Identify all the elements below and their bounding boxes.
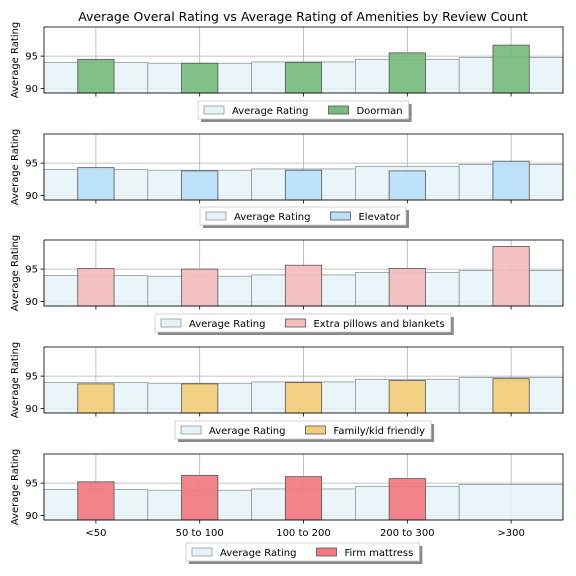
legend-swatch-amenity [328, 105, 349, 115]
legend-swatch-amenity [316, 547, 337, 557]
y-tick-label: 95 [25, 479, 38, 490]
legend-swatch-amenity [330, 211, 351, 221]
y-tick-label: 90 [25, 191, 38, 202]
y-tick-label: 90 [25, 404, 38, 415]
y-tick-label: 95 [25, 52, 38, 63]
legend-swatch-baseline [160, 318, 182, 328]
legend-swatch-baseline [191, 547, 213, 557]
amenity-bar [284, 169, 323, 201]
amenity-bar [181, 383, 219, 414]
legend-label-baseline: Average Rating [234, 212, 310, 223]
y-axis-label: Average Rating [10, 235, 21, 311]
amenity-bar [284, 476, 323, 521]
panel-5: 90 95 Average Rating <50 50 to 100 100 to 200… [10, 449, 564, 564]
chart-title: Average Overal Rating vs Average Rating … [78, 9, 528, 24]
legend: Average Rating Elevator [199, 206, 409, 228]
amenity-bar [77, 58, 115, 94]
amenity-bar [388, 268, 426, 307]
amenity-bar [492, 160, 530, 201]
panel-3: 90 95 Average Rating Average Rating Extra pi… [10, 235, 564, 335]
legend-label-baseline: Average Rating [209, 426, 285, 437]
y-tick-label: 90 [25, 297, 38, 308]
legend-label-baseline: Average Rating [220, 548, 296, 559]
amenity-bar [388, 52, 426, 94]
amenity-bar [284, 382, 323, 414]
y-tick-label: 90 [25, 511, 38, 522]
y-tick-label: 95 [25, 265, 38, 276]
amenity-bar [284, 264, 323, 307]
amenity-bar [284, 62, 323, 94]
legend-swatch-baseline [205, 211, 227, 221]
amenity-bar [77, 383, 115, 414]
amenity-bar [77, 167, 115, 201]
x-tick-label: <50 [85, 528, 106, 539]
x-tick-label: 50 to 100 [176, 528, 224, 539]
legend: Average Rating Doorman [197, 100, 412, 122]
y-tick-label: 95 [25, 159, 38, 170]
legend-label-amenity: Family/kid friendly [333, 426, 425, 437]
legend-label-amenity: Firm mattress [344, 548, 413, 559]
amenity-bar [181, 474, 219, 521]
x-tick-label: 200 to 300 [380, 528, 435, 539]
y-axis-label: Average Rating [10, 129, 21, 205]
y-axis-label: Average Rating [10, 342, 21, 418]
legend-box [199, 206, 407, 226]
legend: Average Rating Family/kid friendly [174, 420, 435, 442]
legend-swatch-amenity [285, 318, 306, 328]
legend-swatch-baseline [180, 425, 202, 435]
panel-1: 90 95 Average Rating Average Rating Doorman [10, 22, 564, 122]
amenity-bar [181, 268, 219, 307]
legend-label-baseline: Average Rating [232, 106, 308, 117]
y-tick-label: 90 [25, 84, 38, 95]
legend-box [185, 542, 420, 562]
amenity-bar [492, 246, 530, 307]
amenity-bar [77, 481, 115, 521]
legend: Average Rating Extra pillows and blankets [154, 313, 454, 335]
legend: Average Rating Firm mattress [185, 542, 423, 564]
legend-swatch-baseline [203, 105, 225, 115]
amenity-bar [77, 268, 115, 307]
amenity-bar [181, 170, 219, 201]
legend-box [174, 420, 432, 440]
legend-box [197, 100, 409, 120]
amenity-bar [388, 380, 426, 414]
amenity-bar [492, 378, 530, 414]
legend-swatch-amenity [305, 425, 326, 435]
amenity-bar [492, 44, 530, 94]
baseline-bar [458, 484, 564, 521]
y-axis-label: Average Rating [10, 22, 21, 98]
panel-2: 90 95 Average Rating Average Rating Elevator [10, 129, 564, 228]
amenity-bar [388, 170, 426, 201]
x-tick-label: 100 to 200 [276, 528, 331, 539]
amenity-bar [388, 478, 426, 521]
panel-4: 90 95 Average Rating Average Rating Family/k… [10, 342, 564, 442]
legend-label-amenity: Extra pillows and blankets [313, 319, 444, 330]
legend-label-amenity: Doorman [356, 106, 402, 117]
legend-label-baseline: Average Rating [189, 319, 265, 330]
legend-label-amenity: Elevator [358, 212, 400, 223]
amenity-bar [181, 62, 219, 94]
x-tick-label: >300 [497, 528, 524, 539]
y-tick-label: 95 [25, 372, 38, 383]
y-axis-label: Average Rating [10, 449, 21, 525]
